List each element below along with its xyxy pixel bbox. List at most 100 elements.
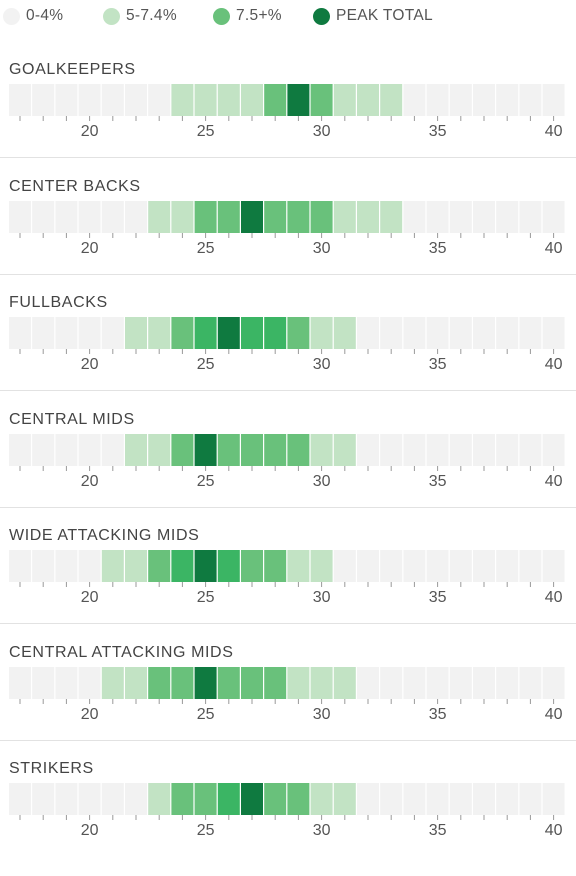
heat-cell (473, 200, 495, 233)
tick-label: 20 (81, 822, 99, 839)
heat-cell (380, 200, 403, 233)
heat-cell (148, 783, 171, 815)
heat-cell (264, 317, 287, 349)
heat-cell (101, 200, 124, 233)
heat-cell (449, 317, 472, 349)
tick-label: 25 (197, 240, 215, 257)
heat-cell (380, 317, 403, 349)
heat-cell (9, 200, 31, 233)
heat-cell (78, 84, 101, 116)
heat-cell (287, 783, 310, 815)
heat-cell (333, 783, 356, 815)
heat-cell (171, 84, 194, 116)
heat-cell (32, 783, 55, 815)
tick-label: 30 (313, 473, 331, 490)
heat-cell (148, 84, 171, 116)
heat-cell (403, 84, 426, 116)
heat-cell (55, 550, 78, 582)
heat-cell (519, 783, 542, 815)
tick-label: 30 (313, 356, 331, 373)
heat-cell (217, 200, 240, 233)
heat-cell (55, 200, 78, 233)
heat-cell (287, 433, 310, 466)
position-title: GOALKEEPERS (9, 61, 136, 78)
heat-cell (333, 84, 356, 116)
position-panel: CENTER BACKS 20 25 30 35 40 (0, 178, 576, 294)
heat-cell (542, 783, 565, 815)
legend: 0-4% 5-7.4% 7.5+% PEAK TOTAL (0, 0, 576, 34)
heat-cell (55, 317, 78, 349)
legend-swatch (213, 7, 230, 25)
panel-divider (0, 739, 576, 741)
heat-cell (171, 550, 194, 582)
heat-cell (426, 433, 449, 466)
heat-cell (32, 200, 55, 233)
heat-cell (217, 317, 240, 349)
heat-cell (449, 550, 472, 582)
heat-cell (264, 666, 287, 699)
position-heat-row: 20 25 30 35 40 (9, 200, 565, 257)
heat-cell (9, 433, 31, 466)
tick-label: 20 (81, 589, 99, 606)
tick-label: 20 (81, 356, 99, 373)
heat-cell (357, 200, 379, 233)
legend-label: 5-7.4% (126, 7, 177, 24)
heat-cell (473, 84, 495, 116)
tick-label: 25 (197, 123, 215, 140)
heat-cell (241, 433, 263, 466)
heat-cell (449, 433, 472, 466)
heat-cell (357, 666, 379, 699)
heat-cell (333, 433, 356, 466)
heat-cell (194, 84, 217, 116)
heat-cell (217, 433, 240, 466)
heat-cell (380, 550, 403, 582)
position-panel: STRIKERS 20 25 30 35 40 (0, 760, 576, 876)
heat-cell (9, 783, 31, 815)
heat-cell (357, 433, 379, 466)
tick-label: 30 (313, 589, 331, 606)
tick-label: 20 (81, 473, 99, 490)
heat-cell (194, 666, 217, 699)
heat-cell (542, 84, 565, 116)
heat-cell (473, 550, 495, 582)
heat-cell (125, 84, 147, 116)
heat-cell (542, 317, 565, 349)
heat-cell (32, 84, 55, 116)
legend-label: 0-4% (26, 7, 64, 24)
heat-cell (217, 783, 240, 815)
tick-label: 20 (81, 706, 99, 723)
heat-cell (449, 200, 472, 233)
tick-label: 35 (429, 589, 447, 606)
heat-cell (101, 783, 124, 815)
heat-cell (496, 84, 519, 116)
heat-cell (32, 666, 55, 699)
heat-cell (78, 433, 101, 466)
heat-cell (542, 200, 565, 233)
position-panel: FULLBACKS 20 25 30 35 40 (0, 294, 576, 410)
heat-cell (217, 666, 240, 699)
tick-label: 25 (197, 589, 215, 606)
heat-cell (333, 666, 356, 699)
heat-cell (473, 783, 495, 815)
tick-label: 40 (545, 473, 563, 490)
heat-cell (542, 550, 565, 582)
heat-cell (241, 84, 263, 116)
position-title: CENTRAL ATTACKING MIDS (9, 643, 234, 661)
heat-cell (241, 550, 263, 582)
tick-label: 35 (429, 822, 447, 839)
heat-cell (9, 84, 31, 116)
heat-cell (380, 783, 403, 815)
tick-label: 35 (429, 706, 447, 723)
heat-cell (519, 666, 542, 699)
heat-cell (148, 550, 171, 582)
heat-cell (78, 783, 101, 815)
heat-cell (78, 666, 101, 699)
position-heat-row: 20 25 30 35 40 (9, 666, 565, 723)
panel-divider (0, 506, 576, 508)
heat-cell (55, 433, 78, 466)
heat-cell (403, 666, 426, 699)
heat-cell (426, 317, 449, 349)
heat-cell (9, 666, 31, 699)
panel-divider (0, 273, 576, 275)
tick-label: 35 (429, 356, 447, 373)
